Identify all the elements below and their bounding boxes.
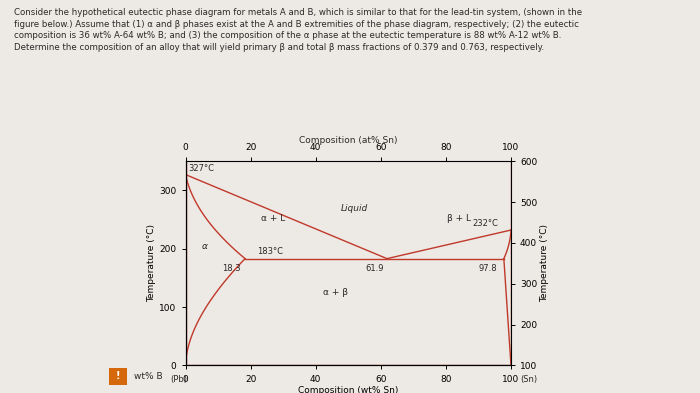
- Text: !: !: [116, 371, 120, 381]
- Text: Composition (at% Sn): Composition (at% Sn): [299, 136, 398, 145]
- Text: wt% B: wt% B: [134, 372, 162, 381]
- Text: 232°C: 232°C: [472, 219, 498, 228]
- Y-axis label: Temperature (°C): Temperature (°C): [148, 224, 156, 302]
- Text: α: α: [202, 242, 208, 251]
- Text: Liquid: Liquid: [341, 204, 368, 213]
- Text: α + β: α + β: [323, 288, 348, 298]
- Text: α + L: α + L: [261, 214, 286, 223]
- Text: (Sn): (Sn): [520, 375, 537, 384]
- Text: 97.8: 97.8: [479, 264, 498, 274]
- Y-axis label: Temperature (°C): Temperature (°C): [540, 224, 549, 302]
- Text: 183°C: 183°C: [257, 247, 283, 256]
- FancyBboxPatch shape: [108, 368, 127, 385]
- Text: 327°C: 327°C: [189, 164, 215, 173]
- X-axis label: Composition (wt% Sn): Composition (wt% Sn): [298, 386, 398, 393]
- Text: 61.9: 61.9: [365, 264, 384, 274]
- Text: β + L: β + L: [447, 214, 471, 223]
- Text: Consider the hypothetical eutectic phase diagram for metals A and B, which is si: Consider the hypothetical eutectic phase…: [14, 8, 582, 52]
- Text: (Pb): (Pb): [170, 375, 187, 384]
- Text: 18.3: 18.3: [222, 264, 240, 274]
